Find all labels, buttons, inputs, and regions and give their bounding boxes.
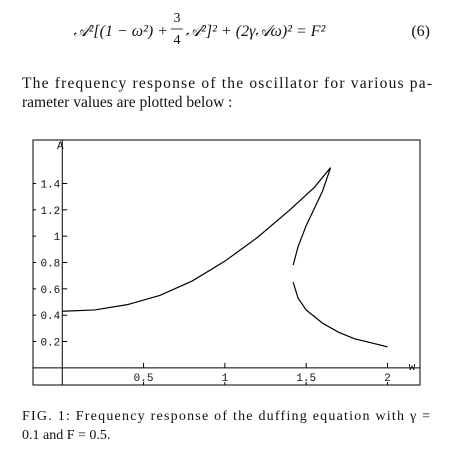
y-tick-label: 0.4 (40, 311, 60, 323)
paragraph-line: The frequency response of the oscillator… (22, 75, 432, 92)
paragraph-line: rameter values are plotted below : (22, 94, 232, 111)
caption-line: FIG. 1: Frequency response of the duffin… (22, 409, 430, 424)
x-tick-label: 1.5 (296, 373, 316, 385)
fraction-denominator: 4 (174, 33, 181, 48)
y-tick-label: 0.2 (40, 338, 60, 350)
y-tick-label: 1.2 (40, 206, 60, 218)
equation-right: 𝒜²]² + (2γ𝒜ω)² = F² (186, 23, 327, 40)
x-tick-label: 1 (222, 373, 229, 385)
equation-number: (6) (411, 23, 430, 40)
y-tick-label: 1 (54, 232, 61, 244)
y-tick-label: 0.6 (40, 285, 60, 297)
y-axis-label: A (57, 141, 64, 153)
x-axis-label: w (409, 362, 416, 374)
fraction-numerator: 3 (174, 11, 181, 26)
curve (62, 167, 388, 348)
equation-left: 𝒜²[(1 − ω²) + (73, 23, 168, 40)
y-tick-label: 1.4 (40, 179, 60, 191)
plot-frame (32, 139, 421, 386)
y-tick-label: 0.8 (40, 259, 60, 271)
caption-line: 0.1 and F = 0.5. (22, 428, 110, 443)
x-tick-label: 0.5 (134, 373, 154, 385)
x-tick-label: 2 (384, 373, 391, 385)
